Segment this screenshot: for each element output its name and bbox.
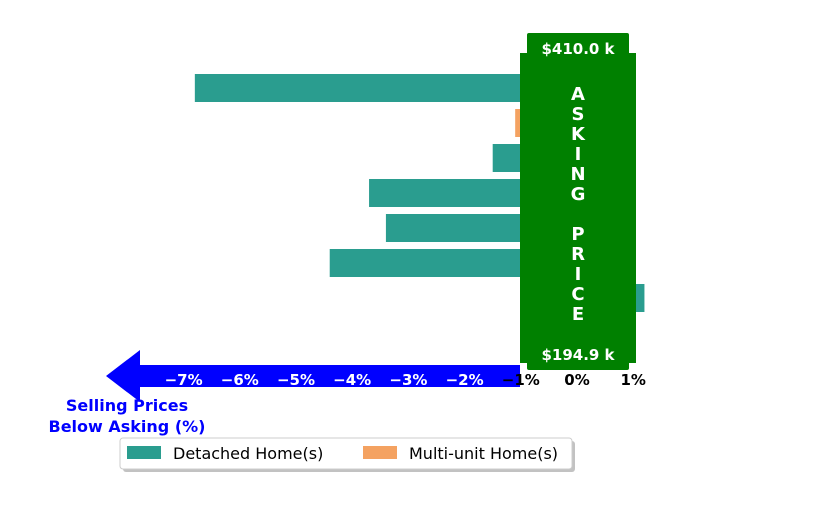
bottom-price-label: $194.9 k: [541, 346, 615, 364]
legend-frame: [119, 437, 573, 470]
direction-label: Selling Prices Below Asking (%): [49, 396, 206, 436]
legend-entry-label: Detached Home(s): [173, 444, 323, 463]
bottom-price-badge: [527, 340, 629, 370]
below-asking-arrow: [106, 350, 520, 402]
bar-detached-0: [194, 74, 577, 102]
x-tick-label: 1%: [620, 371, 645, 389]
legend: Detached Home(s) Multi-unit Home(s): [119, 437, 575, 472]
top-price-label: $410.0 k: [541, 40, 615, 58]
x-tick-label: −4%: [333, 371, 371, 389]
direction-label-line: Below Asking (%): [49, 417, 206, 436]
direction-label-line: Selling Prices: [66, 396, 188, 415]
asking-price-panel: [520, 53, 636, 363]
x-tick-label: −1%: [502, 371, 540, 389]
legend-swatch: [363, 446, 397, 459]
legend-entry-label: Multi-unit Home(s): [409, 444, 558, 463]
x-tick-label: −6%: [221, 371, 259, 389]
x-tick-label: −5%: [277, 371, 315, 389]
x-tick-labels: −7% −6% −5% −4% −3% −2% −1% 0% 1%: [165, 371, 646, 389]
x-tick-label: −2%: [446, 371, 484, 389]
legend-swatch: [127, 446, 161, 459]
top-price-badge: [527, 33, 629, 61]
x-tick-label: −7%: [165, 371, 203, 389]
x-tick-label: −3%: [389, 371, 427, 389]
x-tick-label: 0%: [564, 371, 589, 389]
